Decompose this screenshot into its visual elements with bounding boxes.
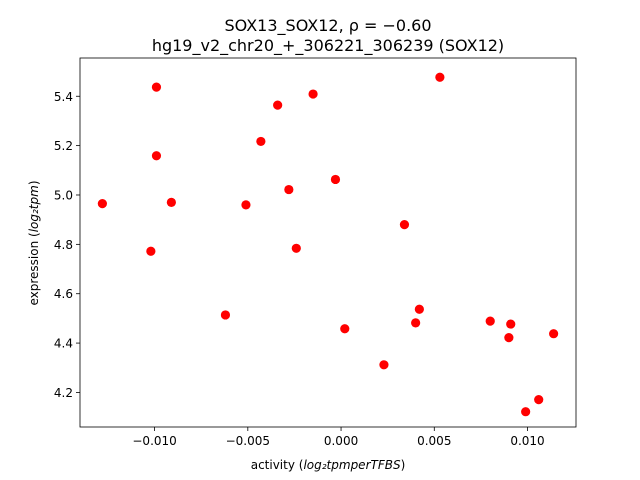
data-point [414, 304, 424, 314]
data-point [151, 82, 162, 92]
y-tick-label: 5.2 [54, 139, 73, 153]
chart-title-line2: hg19_v2_chr20_+_306221_306239 (SOX12) [152, 36, 504, 56]
x-tick-label: 0.000 [324, 434, 358, 448]
y-tick-label: 5.0 [54, 188, 73, 202]
y-tick-label: 4.2 [54, 386, 73, 400]
data-point [151, 151, 162, 161]
data-point [379, 360, 389, 370]
data-point [256, 136, 266, 147]
x-axis-label-unit: log₂tpmperTFBS [303, 458, 401, 472]
x-axis-label-suffix: ) [401, 458, 406, 472]
data-point [399, 220, 410, 230]
data-point [504, 333, 514, 343]
data-point [506, 319, 516, 329]
y-tick-label: 4.8 [54, 238, 73, 252]
y-tick-label: 4.6 [54, 287, 73, 301]
y-tick-label: 4.4 [54, 337, 73, 351]
x-tick-label: −0.005 [226, 434, 270, 448]
data-point [166, 197, 176, 207]
x-axis-label-prefix: activity ( [251, 458, 304, 472]
y-axis-label-unit: log₂tpm [27, 185, 41, 232]
plot-area: −0.010 −0.005 0.000 0.005 0.010 4.2 4.4 4.6 4.8 5… [54, 57, 577, 448]
data-point [340, 324, 350, 334]
data-point [146, 246, 156, 256]
data-point [534, 395, 544, 405]
data-point [435, 72, 445, 82]
data-point [284, 184, 294, 195]
y-tick-label: 5.4 [54, 90, 73, 104]
data-point [220, 310, 231, 320]
x-tick-label: −0.010 [132, 434, 176, 448]
y-axis-label: expression (log₂tpm) [27, 180, 41, 305]
chart-title-line1: SOX13_SOX12, ρ = −0.60 [224, 16, 431, 36]
data-point [273, 100, 283, 110]
data-point [97, 199, 107, 209]
plot-frame [79, 57, 577, 428]
x-axis-label: activity (log₂tpmperTFBS) [251, 458, 406, 472]
y-axis-label-prefix: expression ( [27, 232, 41, 305]
y-axis-label-suffix: ) [27, 180, 41, 185]
data-point [308, 89, 318, 99]
data-point [549, 329, 559, 339]
x-tick-label: 0.010 [510, 434, 544, 448]
data-point [411, 318, 421, 328]
data-point [521, 407, 531, 417]
data-point [291, 243, 301, 253]
data-point [485, 316, 495, 326]
data-point [330, 174, 341, 185]
data-point [241, 200, 251, 210]
x-tick-label: 0.005 [417, 434, 451, 448]
